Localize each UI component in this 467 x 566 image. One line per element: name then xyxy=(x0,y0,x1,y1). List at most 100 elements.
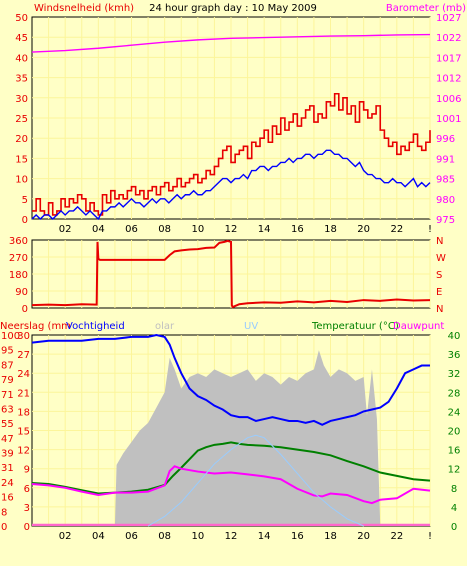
wind-tick-label: 20 xyxy=(15,134,28,145)
x-tick-label: 08 xyxy=(158,224,171,235)
rain-tick-label: 18 xyxy=(17,407,30,418)
baro-tick-label: 1001 xyxy=(436,114,461,125)
x-tick-label: 04 xyxy=(92,531,105,542)
rain-tick-label: 30 xyxy=(17,331,30,342)
temperature-tick-label: 8 xyxy=(451,484,457,495)
direction-tick-label: 270 xyxy=(9,253,28,264)
direction-line xyxy=(31,239,431,309)
temperature-tick-label: 40 xyxy=(448,331,461,342)
x-tick-label: 20 xyxy=(357,531,370,542)
temperature-tick-label: 24 xyxy=(448,407,461,418)
compass-label: N xyxy=(436,236,443,247)
baro-tick-label: 1012 xyxy=(436,74,461,85)
gust-line xyxy=(32,92,431,216)
direction-tick-label: 0 xyxy=(22,304,28,315)
humidity-tick-label: 71 xyxy=(1,390,14,401)
baro-tick-label: 1006 xyxy=(436,94,461,105)
compass-label: S xyxy=(436,270,442,281)
direction-tick-label: 180 xyxy=(9,270,28,281)
wind-tick-label: 45 xyxy=(15,33,28,44)
x-tick-label: 20 xyxy=(357,224,370,235)
x-tick-label: 02 xyxy=(59,224,72,235)
temperature-tick-label: 0 xyxy=(451,522,457,533)
rain-tick-label: 21 xyxy=(17,388,30,399)
baro-tick-label: 985 xyxy=(436,175,455,186)
humidity-tick-label: 95 xyxy=(1,346,14,357)
humidity-tick-label: 87 xyxy=(1,360,14,371)
solar-axis-label: olar xyxy=(155,321,175,332)
x-tick-label: 10 xyxy=(191,224,204,235)
x-tick-label: 04 xyxy=(92,224,105,235)
wind-tick-label: 10 xyxy=(15,175,28,186)
x-tick-label: 12 xyxy=(225,224,238,235)
direction-tick-label: 360 xyxy=(9,236,28,247)
temperature-tick-label: 20 xyxy=(448,427,461,438)
temperature-tick-label: 4 xyxy=(451,503,457,514)
x-tick-label: 14 xyxy=(258,531,271,542)
x-tick-label: 18 xyxy=(324,224,337,235)
temperature-tick-label: 28 xyxy=(448,388,461,399)
x-tick-label: 02 xyxy=(59,531,72,542)
baro-tick-label: 1017 xyxy=(436,53,461,64)
temperature-axis-label: Temperatuur (°C) xyxy=(311,321,399,332)
baro-tick-label: 1027 xyxy=(436,13,461,24)
barometer-axis-label: Barometer (mb) xyxy=(386,3,466,14)
solar-area xyxy=(32,350,430,526)
temperature-tick-label: 12 xyxy=(448,465,461,476)
x-tick-label: 22 xyxy=(390,224,403,235)
rain-tick-label: 15 xyxy=(17,427,30,438)
x-tick-label: 18 xyxy=(324,531,337,542)
rain-tick-label: 9 xyxy=(24,465,30,476)
humidity-tick-label: 63 xyxy=(1,404,14,415)
panel-wind_baro xyxy=(31,16,431,221)
x-tick-label: 08 xyxy=(158,531,171,542)
x-tick-label: 06 xyxy=(125,531,138,542)
wind-tick-label: 15 xyxy=(15,154,28,165)
humidity-tick-label: 24 xyxy=(1,478,14,489)
temperature-tick-label: 16 xyxy=(448,446,461,457)
rain-axis-label: Neerslag (mm xyxy=(0,321,71,332)
uv-line xyxy=(147,434,364,527)
humidity-tick-label: 0 xyxy=(1,522,7,533)
humidity-line xyxy=(31,333,430,426)
compass-label: E xyxy=(436,287,442,298)
uv-axis-label: UV xyxy=(244,321,258,332)
x-tick-label: 10 xyxy=(191,531,204,542)
humidity-tick-label: 31 xyxy=(1,463,14,474)
x-tick-label: 14 xyxy=(258,224,271,235)
baro-tick-label: 991 xyxy=(436,154,455,165)
humidity-axis-label: Vochtigheid xyxy=(66,321,125,332)
wind-tick-label: 50 xyxy=(15,13,28,24)
wind-tick-label: 30 xyxy=(15,94,28,105)
x-tick-label: 12 xyxy=(225,531,238,542)
x-tick-label: 16 xyxy=(291,531,304,542)
wind-speed-axis-label: Windsnelheid (kmh) xyxy=(34,3,134,14)
rain-tick-label: 3 xyxy=(24,503,30,514)
wind-tick-label: 35 xyxy=(15,74,28,85)
compass-label: N xyxy=(436,304,443,315)
humidity-tick-label: 47 xyxy=(1,434,14,445)
x-tick-label: ! xyxy=(428,531,432,542)
x-tick-label: 16 xyxy=(291,224,304,235)
rain-tick-label: 24 xyxy=(17,369,30,380)
humidity-tick-label: 8 xyxy=(1,507,7,518)
rain-tick-label: 6 xyxy=(24,484,30,495)
direction-tick-label: 90 xyxy=(15,287,28,298)
wind-tick-label: 25 xyxy=(15,114,28,125)
barometer-line xyxy=(31,33,431,53)
baro-tick-label: 980 xyxy=(436,195,455,206)
rain-tick-label: 27 xyxy=(17,350,30,361)
dewpoint-axis-label: Dauwpunt xyxy=(393,321,444,332)
humidity-tick-label: 16 xyxy=(1,493,14,504)
chart-title: 24 hour graph day : 10 May 2009 xyxy=(149,3,317,14)
panel-wind_direction xyxy=(31,239,431,309)
wind-tick-label: 0 xyxy=(22,215,28,226)
compass-label: W xyxy=(436,253,446,264)
wind-line xyxy=(31,149,431,221)
dewpoint-line xyxy=(31,465,431,505)
humidity-tick-label: 55 xyxy=(1,419,14,430)
wind-tick-label: 40 xyxy=(15,53,28,64)
baro-tick-label: 1022 xyxy=(436,33,461,44)
temperature-tick-label: 36 xyxy=(448,350,461,361)
